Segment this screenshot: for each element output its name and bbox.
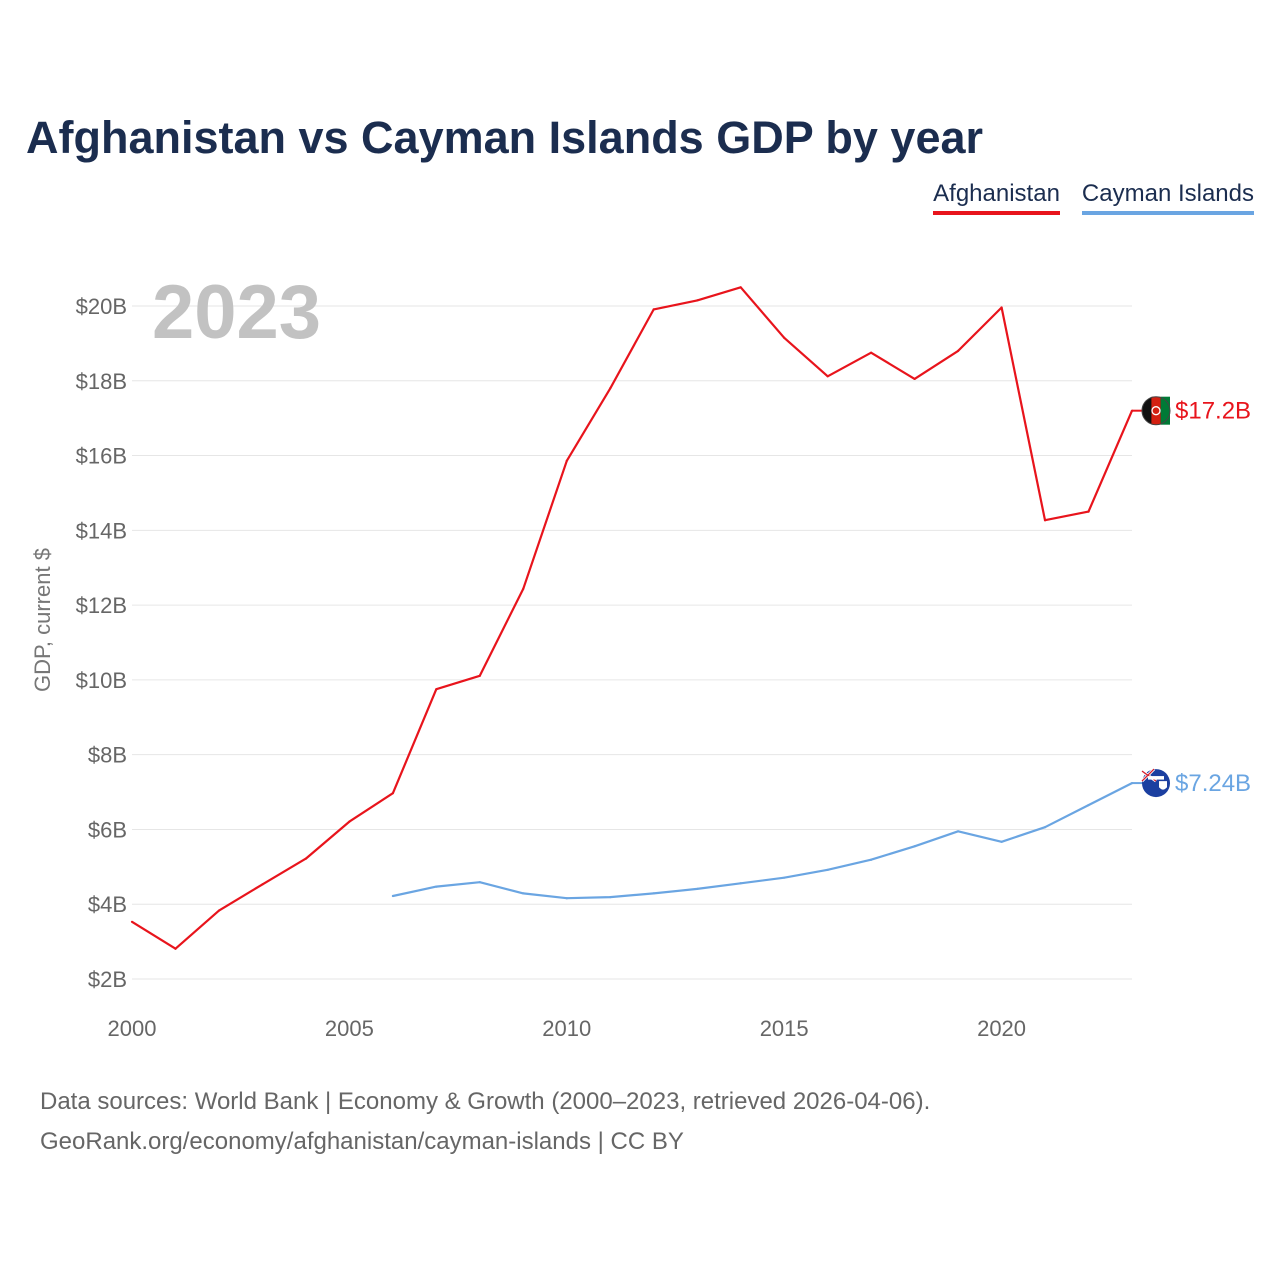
data-point-afghanistan [956, 349, 960, 352]
y-tick-label: $8B [88, 743, 127, 768]
y-tick-label: $6B [88, 817, 127, 842]
cayman-islands-flag-icon [1140, 768, 1170, 798]
legend-item-afghanistan[interactable]: Afghanistan [933, 180, 1060, 215]
data-point-afghanistan [217, 909, 221, 912]
source-url-line[interactable]: GeoRank.org/economy/afghanistan/cayman-i… [40, 1128, 684, 1155]
legend-item-cayman-islands[interactable]: Cayman Islands [1081, 180, 1254, 215]
gridlines [132, 305, 1132, 980]
data-point-cayman-islands [478, 881, 481, 884]
data-point-cayman-islands [652, 892, 655, 895]
line-chart: $2B $4B $6B $8B $10B $12B $14B $16B $18B $20B 200… [30, 270, 1251, 1041]
y-tick-label: $12B [76, 593, 127, 618]
data-point-afghanistan [391, 792, 394, 795]
data-point-afghanistan [826, 375, 829, 378]
data-point-afghanistan [1043, 519, 1047, 522]
data-point-cayman-islands [391, 894, 394, 898]
x-tick-label: 2015 [760, 1016, 809, 1041]
data-point-afghanistan [565, 459, 568, 462]
data-point-afghanistan [1087, 510, 1090, 513]
data-point-afghanistan [783, 336, 786, 339]
data-point-cayman-islands [1087, 804, 1090, 807]
data-point-cayman-islands [696, 887, 699, 890]
y-tick-label: $18B [76, 369, 127, 394]
y-tick-label: $16B [76, 444, 127, 469]
data-point-afghanistan [478, 674, 481, 677]
series-line-cayman-islands[interactable] [392, 782, 1133, 900]
data-point-afghanistan [696, 299, 699, 302]
data-point-afghanistan [1000, 306, 1003, 309]
data-point-afghanistan [261, 883, 264, 886]
data-point-cayman-islands [522, 892, 525, 895]
x-tick-label: 2010 [542, 1016, 591, 1041]
x-axis-ticks: 2000 2005 2010 2015 2020 [108, 1016, 1027, 1041]
afghanistan-flag-icon [1141, 396, 1171, 426]
series-lines [130, 286, 1134, 950]
data-point-afghanistan [435, 688, 438, 691]
data-point-cayman-islands [1043, 826, 1047, 829]
source-line: Data sources: World Bank | Economy & Gro… [40, 1088, 931, 1115]
data-point-cayman-islands [1000, 840, 1003, 843]
data-point-cayman-islands [826, 868, 829, 871]
y-tick-label: $20B [76, 294, 127, 319]
data-point-afghanistan [304, 857, 308, 860]
x-tick-label: 2000 [108, 1016, 157, 1041]
y-tick-label: $10B [76, 668, 127, 693]
series-end-labels: $17.2B $7.24B [1132, 396, 1251, 798]
data-point-afghanistan [870, 351, 873, 354]
data-point-afghanistan [913, 377, 916, 381]
data-point-afghanistan [522, 587, 525, 590]
data-point-afghanistan [174, 947, 177, 950]
data-point-cayman-islands [870, 858, 873, 861]
data-point-afghanistan [739, 286, 742, 289]
data-point-cayman-islands [956, 830, 960, 833]
data-point-afghanistan [130, 920, 134, 923]
data-point-afghanistan [609, 387, 612, 390]
end-value-label-afghanistan: $17.2B [1175, 398, 1251, 425]
data-point-cayman-islands [783, 876, 786, 879]
year-overlay: 2023 [152, 270, 321, 355]
y-tick-label: $14B [76, 518, 127, 543]
data-point-cayman-islands [435, 885, 438, 888]
data-point-afghanistan [348, 820, 351, 823]
chart-title: Afghanistan vs Cayman Islands GDP by yea… [26, 112, 984, 163]
y-axis-ticks: $2B $4B $6B $8B $10B $12B $14B $16B $18B $20B [76, 294, 127, 992]
data-point-cayman-islands [609, 896, 612, 899]
series-line-afghanistan[interactable] [131, 286, 1134, 950]
data-point-cayman-islands [739, 882, 742, 885]
source-note: Data sources: World Bank | Economy & Gro… [40, 1082, 930, 1162]
data-point-cayman-islands [565, 897, 568, 900]
data-point-afghanistan [652, 308, 655, 311]
x-tick-label: 2005 [325, 1016, 374, 1041]
y-tick-label: $4B [88, 892, 127, 917]
end-value-label-cayman-islands: $7.24B [1175, 770, 1251, 797]
data-point-cayman-islands [913, 845, 916, 848]
y-tick-label: $2B [88, 967, 127, 992]
x-tick-label: 2020 [977, 1016, 1026, 1041]
y-axis-label: GDP, current $ [30, 548, 55, 692]
legend: Afghanistan Cayman Islands [933, 180, 1254, 215]
